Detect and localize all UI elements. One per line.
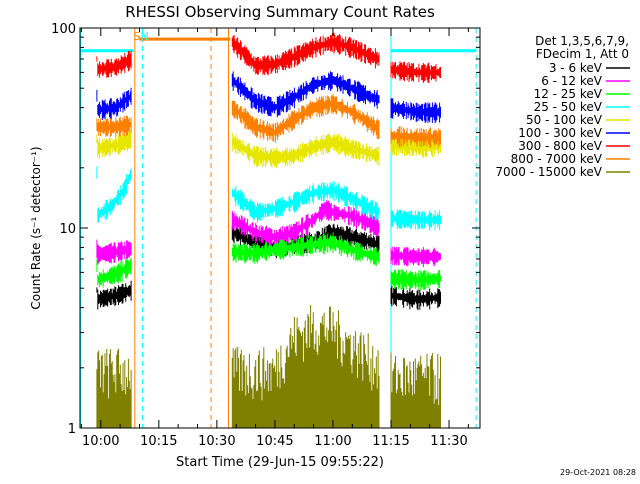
x-tick-label: 11:30 [430, 434, 467, 449]
series-trace [231, 132, 380, 169]
series-trace [231, 93, 380, 143]
series-trace [390, 352, 441, 428]
series-trace [390, 269, 441, 291]
legend-entry-label: 100 - 300 keV [518, 126, 602, 140]
series-trace [390, 126, 441, 148]
legend-header: Det 1,3,5,6,7,9, [535, 34, 629, 48]
series-trace [96, 239, 132, 265]
legend-entry-label: 3 - 6 keV [549, 61, 603, 75]
chart-title: RHESSI Observing Summary Count Rates [125, 3, 435, 21]
series-trace [96, 115, 132, 138]
generation-timestamp: 29-Oct-2021 08:28 [560, 468, 636, 477]
series-trace [96, 280, 132, 310]
series-trace [390, 61, 441, 84]
series-trace [231, 232, 380, 266]
series-trace [231, 71, 380, 118]
legend-entry-label: 7000 - 15000 keV [495, 165, 602, 179]
series-trace [390, 286, 441, 311]
y-tick-label: 100 [51, 22, 76, 37]
series-trace [390, 246, 441, 268]
legend-header: FDecim 1, Att 0 [536, 47, 629, 61]
legend-entry-label: 12 - 25 keV [534, 87, 603, 101]
series-trace [231, 180, 380, 223]
legend-entry-label: 50 - 100 keV [526, 113, 603, 127]
legend-entry-label: 25 - 50 keV [534, 100, 603, 114]
series-trace [231, 32, 380, 76]
y-tick-label: 1 [68, 422, 76, 437]
series-trace [96, 348, 132, 428]
y-tick-label: 10 [59, 222, 76, 237]
series-trace [96, 87, 132, 120]
annotation-n: N [140, 30, 148, 43]
legend-entry-label: 300 - 800 keV [518, 139, 602, 153]
series-trace [231, 199, 380, 246]
x-tick-label: 11:00 [314, 434, 351, 449]
y-axis-label: Count Rate (s⁻¹ detector⁻¹) [29, 146, 43, 309]
x-tick-label: 10:30 [198, 434, 235, 449]
x-tick-label: 10:15 [140, 434, 177, 449]
series-trace [96, 257, 132, 288]
x-tick-label: 10:00 [82, 434, 119, 449]
x-axis-label: Start Time (29-Jun-15 09:55:22) [176, 455, 384, 470]
x-tick-label: 10:45 [256, 434, 293, 449]
legend-entry-label: 6 - 12 keV [541, 74, 603, 88]
series-trace [390, 98, 441, 123]
series-trace [231, 305, 380, 428]
x-tick-label: 11:15 [372, 434, 409, 449]
annotation-s: S [133, 30, 140, 43]
series-trace [390, 209, 441, 231]
series-trace [96, 130, 132, 159]
series-trace [96, 166, 132, 223]
legend-entry-label: 800 - 7000 keV [511, 152, 603, 166]
series-trace [96, 50, 132, 78]
